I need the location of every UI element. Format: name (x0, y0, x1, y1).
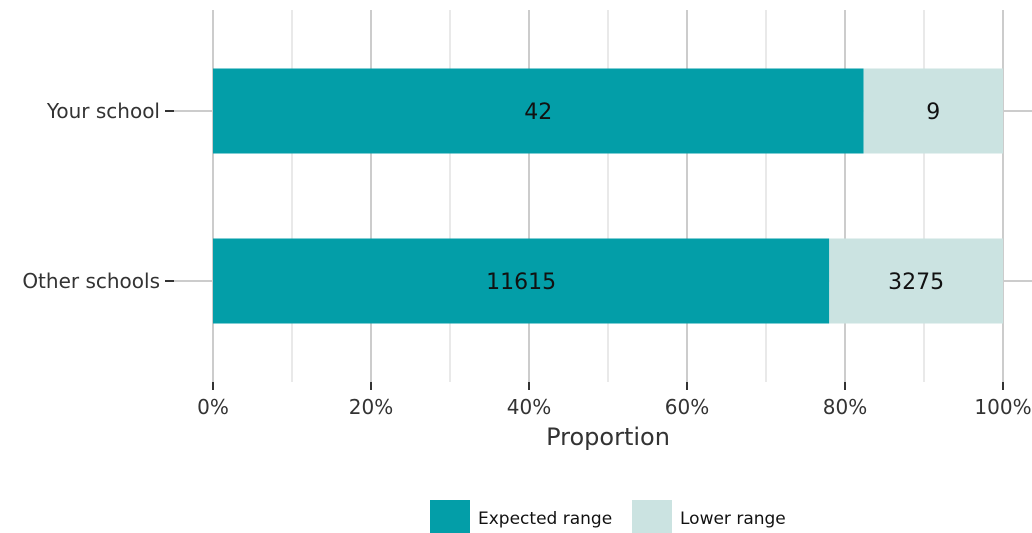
bar-expected-0 (213, 68, 864, 154)
bars: 42 9 11615 3275 (213, 68, 1003, 324)
bar-lower-0 (863, 68, 1003, 154)
x-tick-label: 20% (349, 395, 393, 419)
x-axis: 0% 20% 40% 60% 80% 100% (197, 382, 1032, 419)
legend-swatch-expected (430, 500, 470, 533)
x-tick-label: 80% (823, 395, 867, 419)
bar-value-label: 42 (524, 100, 552, 125)
bar-value-label: 11615 (486, 270, 556, 295)
category-label: Your school (46, 99, 160, 123)
category-label: Other schools (22, 269, 160, 293)
legend: Expected range Lower range (430, 500, 786, 533)
bar-value-label: 9 (926, 100, 940, 125)
x-axis-title: Proportion (546, 423, 670, 451)
bar-lower-1 (829, 238, 1003, 324)
grid-lines (173, 10, 1032, 382)
category-axis: Your school Other schools (22, 99, 174, 293)
x-tick-label: 0% (197, 395, 229, 419)
legend-label: Expected range (478, 509, 612, 529)
x-tick-label: 40% (507, 395, 551, 419)
x-tick-label: 60% (665, 395, 709, 419)
bar-expected-1 (213, 238, 830, 324)
legend-label: Lower range (680, 509, 786, 529)
bar-value-label: 3275 (888, 270, 944, 295)
legend-swatch-lower (632, 500, 672, 533)
x-tick-label: 100% (974, 395, 1031, 419)
